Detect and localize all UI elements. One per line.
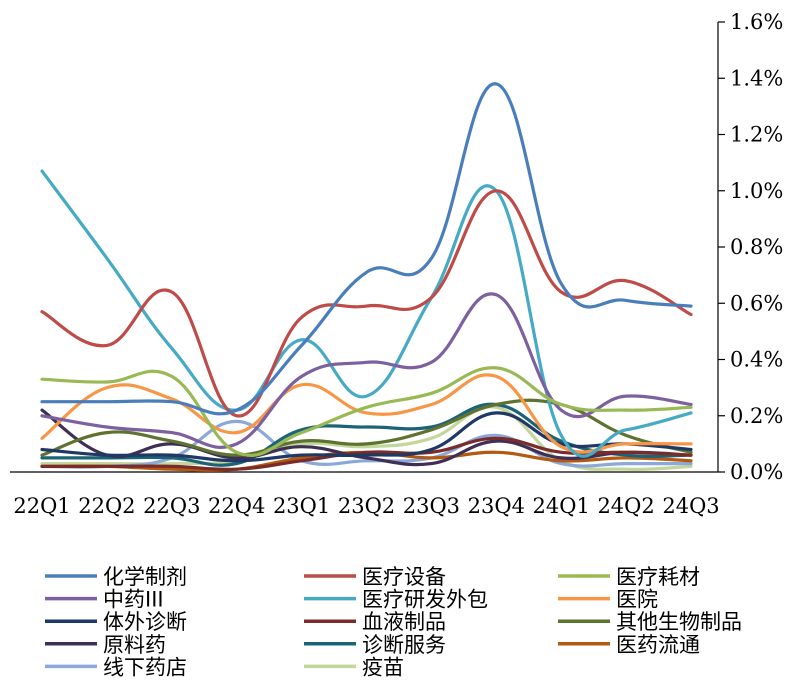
y-axis: 0.0% 0.2% 0.4% 0.6% 0.8% 1.0% 1.2% 1.4% 1.6% bbox=[10, 10, 783, 484]
x-tick-label: 23Q1 bbox=[273, 494, 330, 518]
legend-label: 化学制剂 bbox=[103, 565, 187, 589]
series-line-7 bbox=[40, 411, 693, 463]
legend-label: 医院 bbox=[616, 588, 658, 612]
y-tick-label: 1.6% bbox=[730, 10, 783, 34]
y-tick-label: 0.0% bbox=[730, 460, 783, 484]
series-line-2 bbox=[40, 189, 693, 418]
y-tick-label: 0.4% bbox=[730, 348, 783, 372]
x-tick-label: 22Q4 bbox=[208, 494, 265, 518]
legend-item: 其他生物制品 bbox=[558, 610, 742, 634]
series-line-13 bbox=[40, 419, 693, 469]
x-tick-label: 23Q4 bbox=[468, 494, 525, 518]
legend-label: 原料药 bbox=[103, 633, 166, 657]
legend-item: 医疗研发外包 bbox=[304, 588, 488, 612]
legend-label: 线下药店 bbox=[103, 655, 187, 679]
legend-item: 线下药店 bbox=[45, 655, 187, 679]
x-tick-label: 22Q1 bbox=[13, 494, 70, 518]
legend-label: 医疗设备 bbox=[362, 565, 446, 589]
y-tick-label: 1.2% bbox=[730, 123, 783, 147]
legend-label: 医疗耗材 bbox=[616, 565, 700, 589]
series-line-4 bbox=[40, 292, 693, 449]
legend-label: 血液制品 bbox=[362, 610, 446, 634]
series-line-3 bbox=[40, 366, 693, 458]
y-tick-label: 0.8% bbox=[730, 235, 783, 259]
legend-item: 疫苗 bbox=[304, 655, 404, 679]
x-tick-label: 24Q1 bbox=[533, 494, 590, 518]
x-axis-labels: 22Q1 22Q2 22Q3 22Q4 23Q1 23Q2 23Q3 23Q4 24Q1 24Q2… bbox=[13, 494, 719, 518]
legend-item: 化学制剂 bbox=[45, 565, 187, 589]
series-line-6 bbox=[40, 373, 693, 454]
x-tick-label: 23Q3 bbox=[403, 494, 460, 518]
x-tick-label: 22Q2 bbox=[78, 494, 135, 518]
legend-item: 原料药 bbox=[45, 633, 166, 657]
series-line-5 bbox=[40, 169, 693, 458]
legend-label: 其他生物制品 bbox=[616, 610, 742, 634]
legend-item: 医院 bbox=[558, 588, 658, 612]
legend-label: 体外诊断 bbox=[103, 610, 187, 634]
legend-item: 中药III bbox=[45, 588, 164, 612]
y-tick-label: 0.6% bbox=[730, 291, 783, 315]
series-lines bbox=[40, 82, 693, 472]
legend-item: 医疗耗材 bbox=[558, 565, 700, 589]
x-tick-label: 24Q3 bbox=[662, 494, 719, 518]
x-tick-label: 23Q2 bbox=[338, 494, 395, 518]
legend-item: 血液制品 bbox=[304, 610, 446, 634]
series-line-9 bbox=[40, 398, 693, 457]
y-tick-label: 1.0% bbox=[730, 179, 783, 203]
legend-item: 体外诊断 bbox=[45, 610, 187, 634]
legend-label: 医疗研发外包 bbox=[362, 588, 488, 612]
legend-item: 诊断服务 bbox=[304, 633, 446, 657]
x-tick-label: 24Q2 bbox=[597, 494, 654, 518]
legend-item: 医药流通 bbox=[558, 633, 700, 657]
legend-label: 诊断服务 bbox=[362, 633, 446, 657]
legend-label: 中药III bbox=[103, 588, 164, 612]
series-line-1 bbox=[40, 82, 693, 416]
y-tick-label: 1.4% bbox=[730, 66, 783, 90]
legend-label: 医药流通 bbox=[616, 633, 700, 657]
y-tick-label: 0.2% bbox=[730, 404, 783, 428]
x-tick-label: 22Q3 bbox=[143, 494, 200, 518]
series-line-10 bbox=[40, 408, 693, 467]
legend-label: 疫苗 bbox=[362, 655, 404, 679]
legend-item: 医疗设备 bbox=[304, 565, 446, 589]
